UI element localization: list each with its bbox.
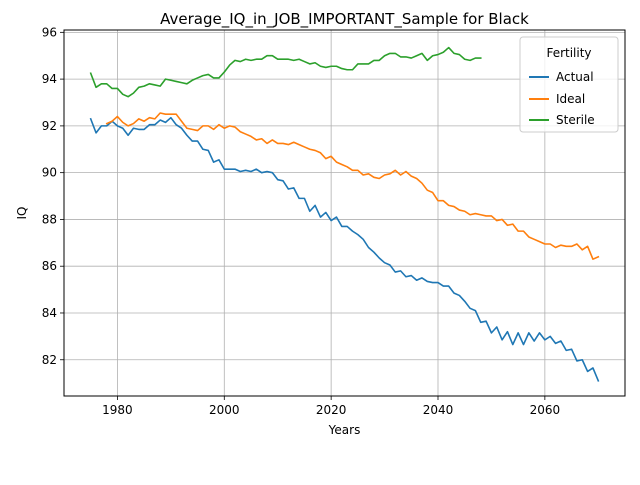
series-line-actual xyxy=(89,116,600,382)
x-tick-label-2020: 2020 xyxy=(316,403,347,417)
y-tick-label-90: 90 xyxy=(42,166,57,180)
y-tick-label-94: 94 xyxy=(42,72,57,86)
y-tick-label-92: 92 xyxy=(42,119,57,133)
series-lines xyxy=(89,46,600,382)
legend-box xyxy=(519,36,619,133)
x-tick-label-2060: 2060 xyxy=(530,403,561,417)
y-axis-label: IQ xyxy=(15,207,29,220)
y-tick-label-96: 96 xyxy=(42,25,57,39)
legend-label-actual: Actual xyxy=(556,70,594,84)
axis-ticks: 1980 2000 2020 2040 2060 82 84 86 88 90 92 94 96 xyxy=(42,25,560,417)
x-tick-label-2040: 2040 xyxy=(423,403,454,417)
y-tick-label-82: 82 xyxy=(42,353,57,367)
x-axis-label: Years xyxy=(328,423,361,437)
series-line-ideal xyxy=(105,112,600,260)
plot-frame xyxy=(63,29,626,397)
x-tick-label-1980: 1980 xyxy=(102,403,133,417)
y-tick-label-86: 86 xyxy=(42,259,57,273)
legend-title: Fertility xyxy=(546,46,591,60)
legend: Fertility Actual Ideal Sterile xyxy=(519,36,619,133)
x-tick-label-2000: 2000 xyxy=(209,403,240,417)
y-tick-label-84: 84 xyxy=(42,306,57,320)
series-line-sterile xyxy=(89,46,482,98)
legend-label-sterile: Sterile xyxy=(556,113,595,127)
chart-title: Average_IQ_in_JOB_IMPORTANT_Sample for B… xyxy=(160,10,529,29)
y-tick-label-88: 88 xyxy=(42,212,57,226)
legend-label-ideal: Ideal xyxy=(556,92,585,106)
